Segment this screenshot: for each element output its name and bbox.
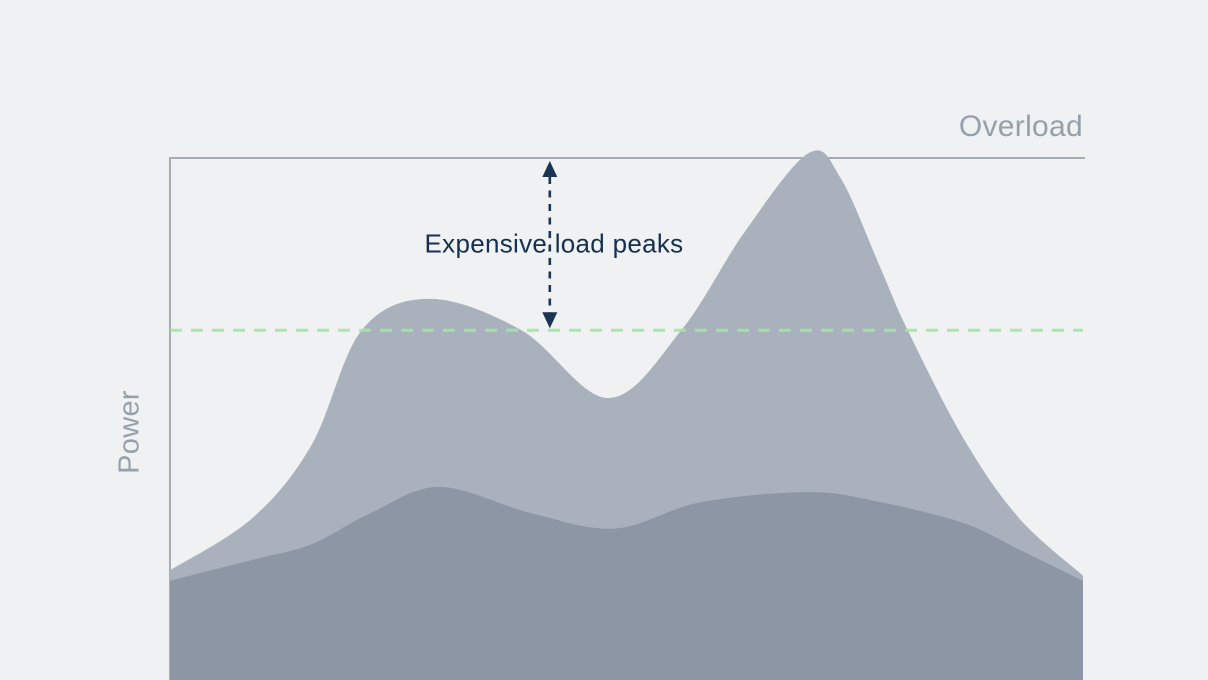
arrow-head-up-icon xyxy=(542,161,558,177)
overload-label: Overload xyxy=(958,110,1083,143)
y-axis-label: Power xyxy=(113,390,146,474)
base-load-area xyxy=(170,486,1083,680)
arrow-head-down-icon xyxy=(542,312,558,329)
annotation-label: Expensive load peaks xyxy=(424,228,684,259)
expensive-peaks-arrow xyxy=(542,161,558,329)
